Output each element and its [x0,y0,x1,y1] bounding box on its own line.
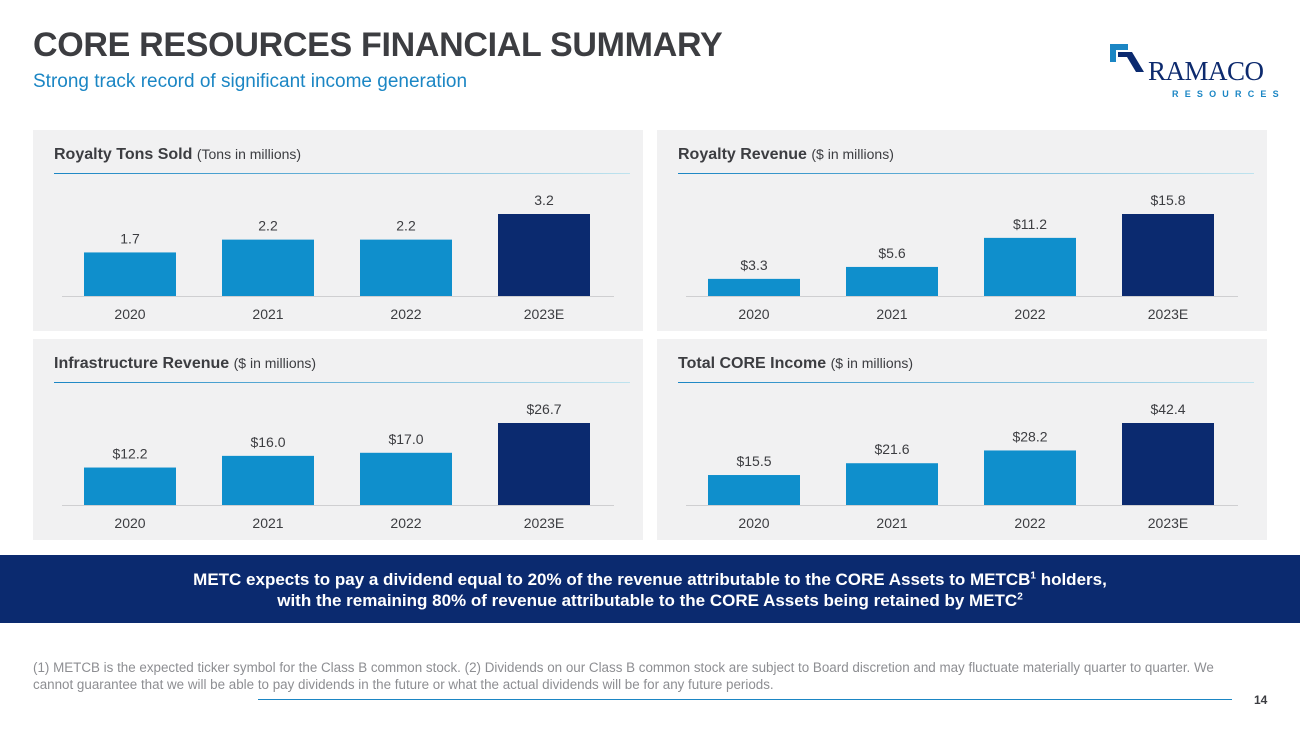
chart-title: Total CORE Income [678,355,827,372]
data-label: $17.0 [388,431,423,447]
bar-2022 [984,237,1076,296]
footer-divider [258,699,1232,700]
chart-panel-royalty-tons: Royalty Tons Sold (Tons in millions) 1.7… [33,130,643,331]
data-label: $21.6 [874,441,909,457]
bar-2023E [498,423,590,505]
x-tick-label: 2020 [738,306,769,322]
bar-2023E [1122,423,1214,505]
data-label: 3.2 [534,192,554,208]
data-label: 2.2 [396,218,416,234]
data-label: $42.4 [1150,401,1185,417]
data-label: $11.2 [1013,216,1047,232]
bar-2020 [708,278,800,296]
x-tick-label: 2023E [1148,515,1188,531]
data-label: $15.5 [736,453,771,469]
bar-chart: $15.5 2020 $21.6 2021 $28.2 2022 $42.4 2023E [708,401,1214,531]
data-label: $16.0 [250,434,285,450]
data-label: 1.7 [120,230,140,246]
data-label: $12.2 [112,446,147,462]
bar-2021 [846,463,938,505]
chart-unit: ($ in millions) [233,355,317,371]
bar-2022 [360,239,452,296]
x-tick-label: 2022 [390,306,421,322]
chart-title: Infrastructure Revenue [54,355,230,372]
x-tick-label: 2023E [1148,306,1188,322]
company-logo: RAMACO RESOURCES [1110,44,1279,100]
data-label: $26.7 [526,401,561,417]
ramaco-logo-mark-icon [1110,44,1144,72]
x-tick-label: 2023E [524,515,564,531]
panel-divider [678,382,1254,383]
bar-2022 [984,450,1076,505]
x-axis-line [686,505,1238,506]
logo-subtext: RESOURCES [1172,89,1285,99]
bar-2020 [84,467,176,505]
dividend-banner: METC expects to pay a dividend equal to … [0,555,1300,623]
x-tick-label: 2021 [252,515,283,531]
footnote: (1) METCB is the expected ticker symbol … [33,660,1214,692]
x-tick-label: 2023E [524,306,564,322]
bar-2021 [846,266,938,296]
chart-unit: (Tons in millions) [196,146,302,162]
chart-unit: ($ in millions) [811,146,894,162]
x-tick-label: 2020 [114,306,145,322]
page-title: CORE RESOURCES FINANCIAL SUMMARY [33,26,723,64]
panel-divider [54,173,630,174]
x-tick-label: 2022 [1014,515,1045,531]
bar-2021 [222,455,314,505]
bar-2023E [498,214,590,296]
bar-chart: $3.3 2020 $5.6 2021 $11.2 2022 $15.8 2023E [708,192,1214,322]
x-tick-label: 2021 [252,306,283,322]
panel-divider [678,173,1254,174]
chart-panel-royalty-revenue: Royalty Revenue ($ in millions) $3.3 2020… [657,130,1267,331]
bar-chart: $12.2 2020 $16.0 2021 $17.0 2022 $26.7 2023E [84,401,590,531]
x-tick-label: 2021 [876,515,907,531]
page-number: 14 [1254,693,1268,707]
x-tick-label: 2022 [390,515,421,531]
banner-line-1: METC expects to pay a dividend equal to … [193,570,1107,589]
bar-2020 [708,475,800,505]
bar-2020 [84,252,176,296]
x-axis-line [62,505,614,506]
chart-title: Royalty Revenue [678,146,807,163]
x-axis-line [62,296,614,297]
data-label: $28.2 [1012,428,1047,444]
panel-divider [54,382,630,383]
chart-title: Royalty Tons Sold [54,146,193,163]
bar-2023E [1122,214,1214,296]
data-label: 2.2 [258,218,278,234]
banner-line-2: with the remaining 80% of revenue attrib… [277,591,1023,610]
data-label: $3.3 [740,257,767,273]
x-tick-label: 2021 [876,306,907,322]
chart-unit: ($ in millions) [830,355,914,371]
data-label: $15.8 [1150,192,1185,208]
x-tick-label: 2020 [738,515,769,531]
x-tick-label: 2022 [1014,306,1045,322]
chart-panel-total-core-income: Total CORE Income ($ in millions) $15.5 2… [657,339,1267,540]
chart-panel-infrastructure-revenue: Infrastructure Revenue ($ in millions) $… [33,339,643,540]
bar-2022 [360,452,452,505]
bar-chart: 1.7 2020 2.2 2021 2.2 2022 3.2 2023E [84,192,590,322]
data-label: $5.6 [878,245,905,261]
page-subtitle: Strong track record of significant incom… [33,71,468,92]
x-axis-line [686,296,1238,297]
logo-wordmark: RAMACO [1148,56,1264,86]
x-tick-label: 2020 [114,515,145,531]
bar-2021 [222,239,314,296]
